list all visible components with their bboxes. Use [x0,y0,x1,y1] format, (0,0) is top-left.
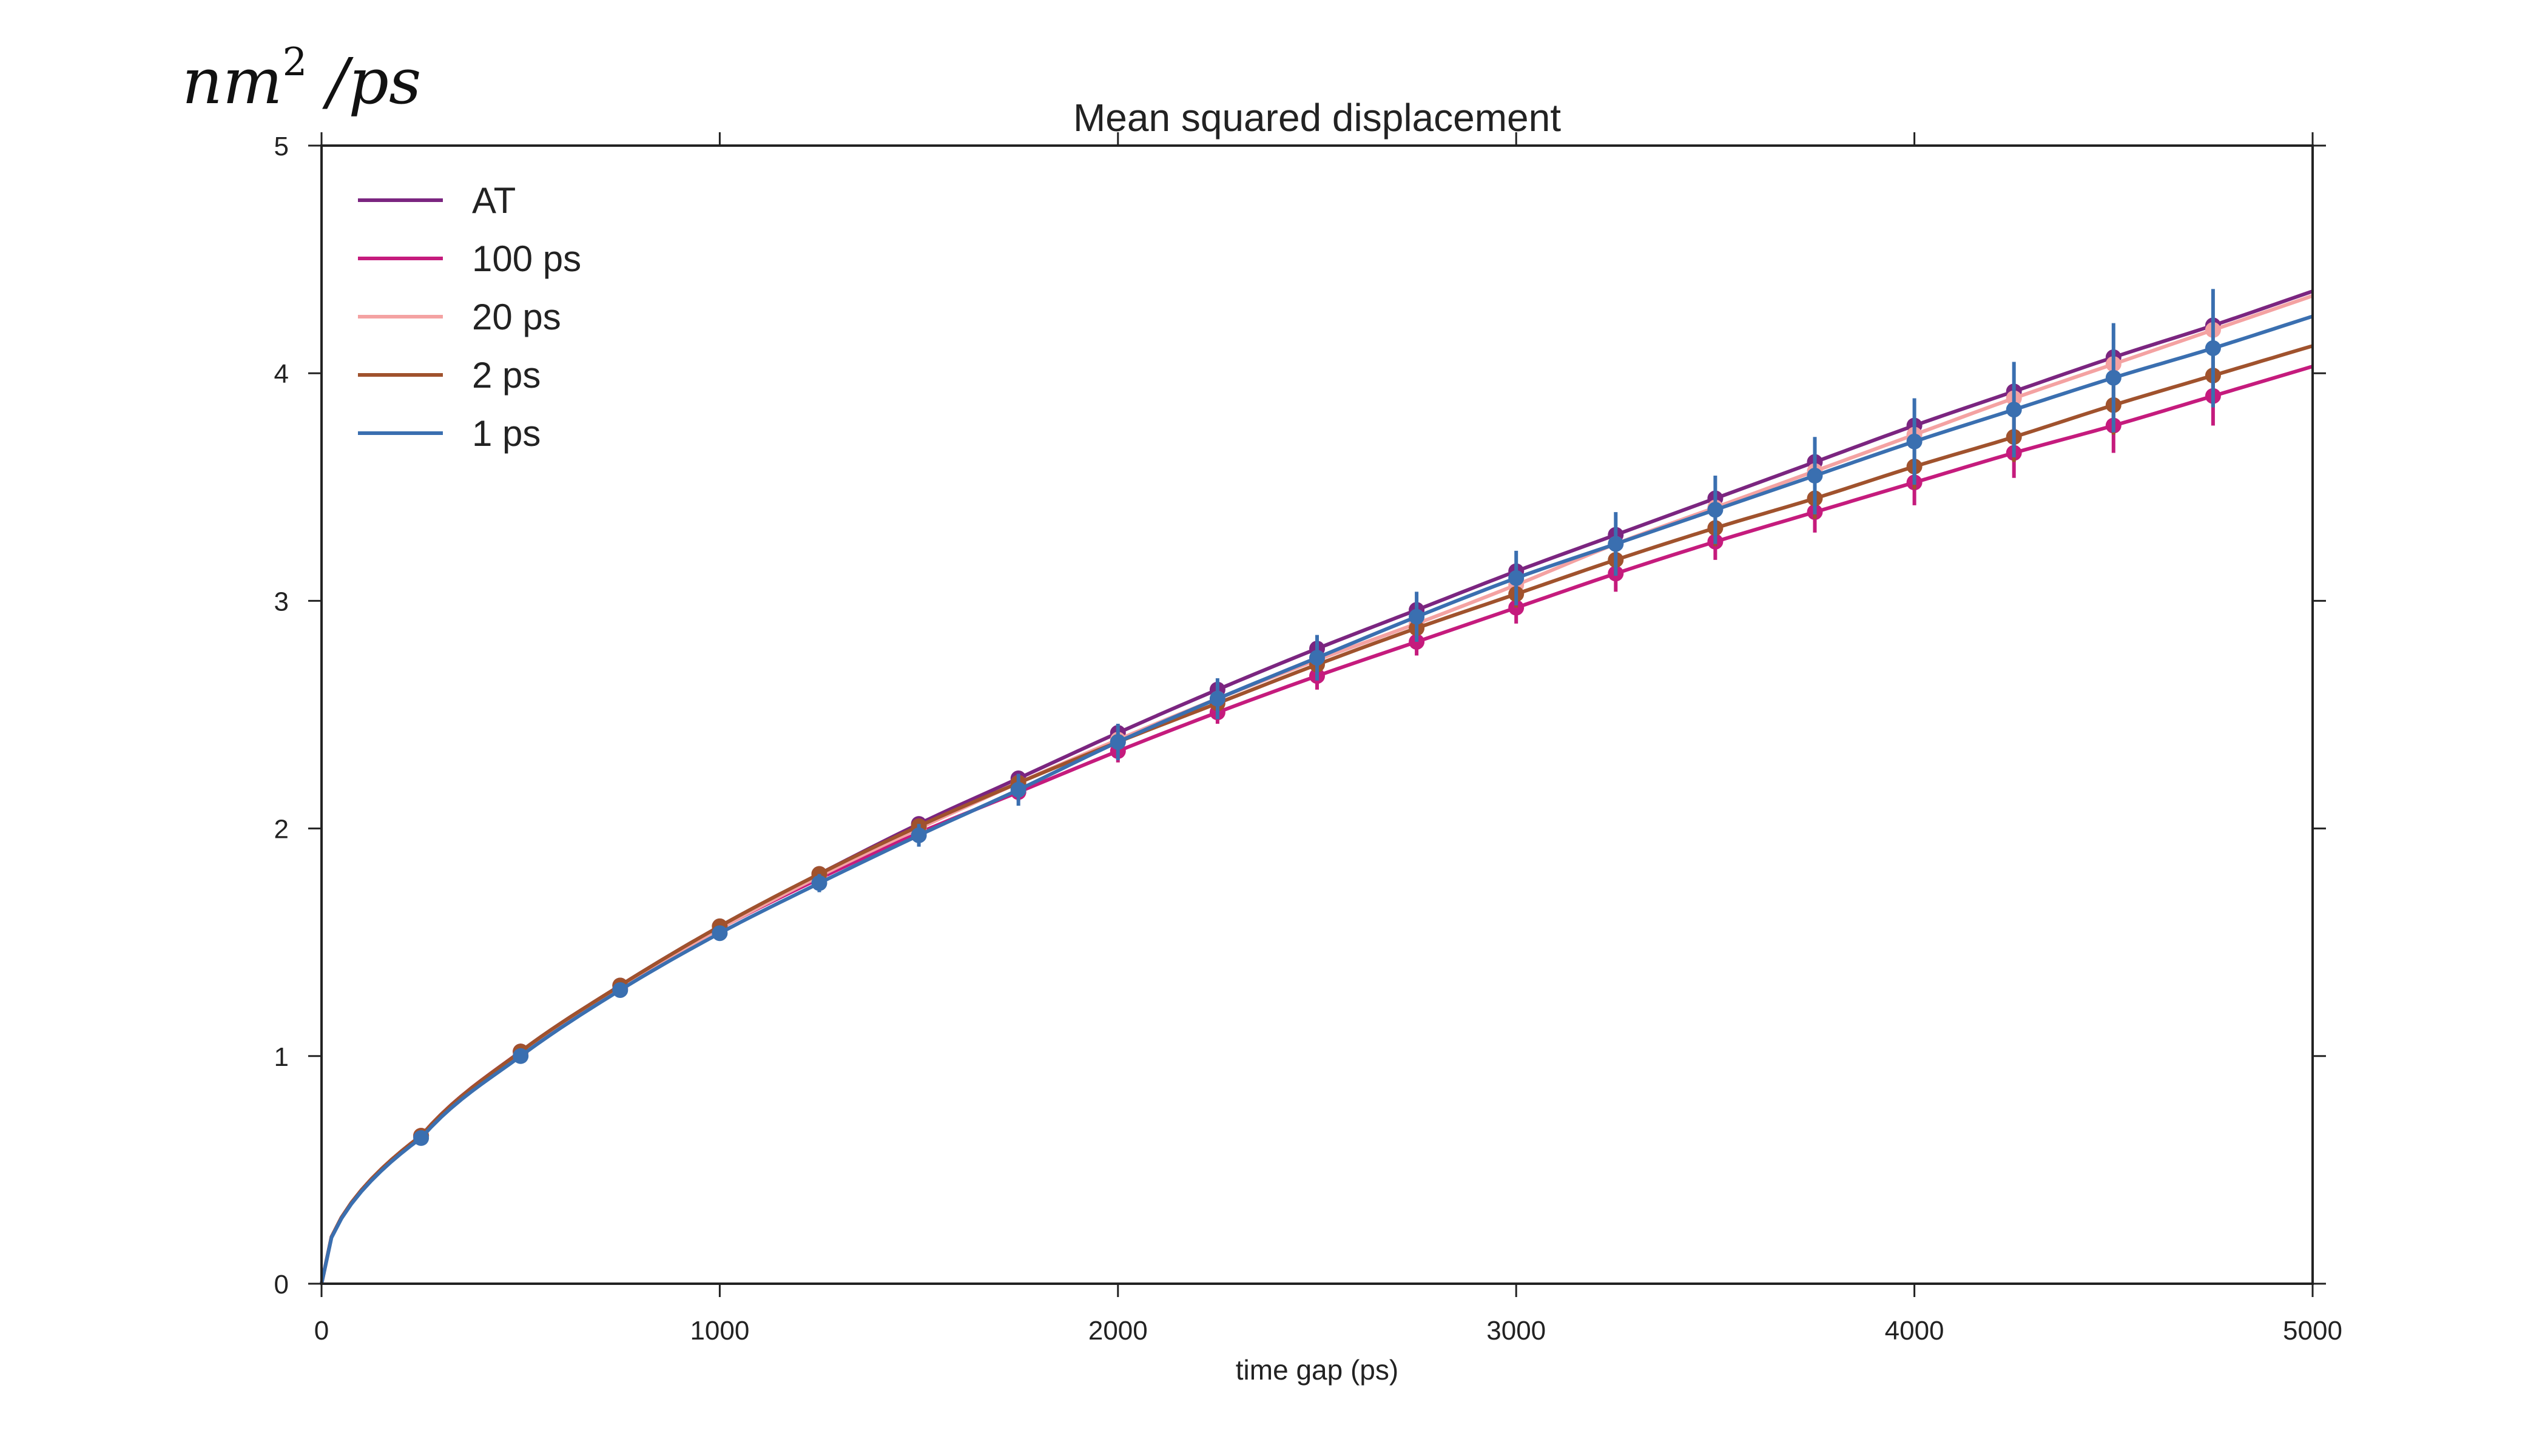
ticks-layer: 0 1000 2000 3000 4000 5000 0 1 2 3 4 5 [274,132,2342,1346]
data-point-4-2 [513,1048,529,1064]
x-tick-label-5: 5000 [2283,1316,2342,1346]
x-tick-label-3: 3000 [1486,1316,1546,1346]
legend-label-4: 1 ps [472,413,541,454]
data-point-4-9 [1209,690,1225,707]
series-line-3 [320,344,2313,1284]
data-point-4-17 [2006,402,2022,418]
data-point-4-3 [612,982,629,998]
y-units-label: nm2 /ps [182,40,421,118]
data-point-4-16 [1906,433,1923,450]
data-point-4-18 [2105,369,2122,386]
legend-label-2: 20 ps [472,297,561,337]
x-tick-label-2: 2000 [1088,1316,1148,1346]
y-tick-label-1: 1 [274,1042,289,1072]
data-point-4-15 [1807,468,1823,484]
series-1 [320,365,2313,1284]
plot-frame [320,144,2314,1285]
data-point-4-7 [1010,781,1026,798]
x-axis-label: time gap (ps) [1236,1354,1398,1386]
legend: AT 100 ps 20 ps 2 ps 1 ps [358,180,581,454]
data-point-4-6 [911,827,927,843]
data-point-4-19 [2205,340,2221,356]
y-units-base: nm [182,44,283,118]
data-point-4-8 [1110,734,1126,750]
series-3 [320,343,2313,1284]
legend-label-1: 100 ps [472,238,581,279]
data-point-4-14 [1707,502,1724,518]
x-tick-label-4: 4000 [1885,1316,1944,1346]
data-point-4-13 [1608,536,1624,552]
x-tick-label-1: 1000 [690,1316,749,1346]
series-line-1 [320,365,2313,1284]
y-units-superscript: 2 [283,40,308,85]
x-tick-label-0: 0 [314,1316,329,1346]
y-units-rest: /ps [307,44,421,118]
data-point-4-11 [1409,608,1425,625]
y-tick-label-3: 3 [274,587,289,616]
legend-label-3: 2 ps [472,355,541,396]
y-tick-label-4: 4 [274,359,289,389]
data-point-4-10 [1309,650,1325,666]
legend-label-0: AT [472,180,516,221]
series-layer [320,289,2313,1284]
y-tick-label-0: 0 [274,1270,289,1299]
series-4 [320,289,2313,1284]
data-point-4-4 [712,925,728,942]
chart-title: Mean squared displacement [1073,96,1561,140]
data-point-4-5 [811,875,827,891]
y-tick-label-2: 2 [274,815,289,844]
y-tick-label-5: 5 [274,132,289,161]
data-point-4-12 [1508,570,1525,586]
data-point-4-1 [413,1130,430,1146]
